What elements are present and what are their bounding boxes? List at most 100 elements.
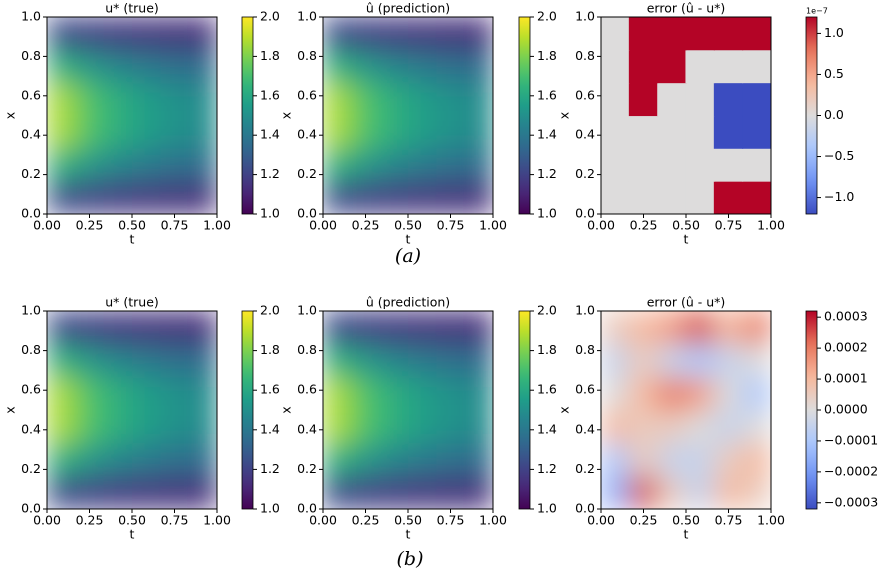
heatmap-cell: [74, 180, 105, 214]
colorbar: [241, 310, 254, 510]
heatmap-cell: [350, 311, 381, 345]
heatmap-cells: [601, 311, 771, 509]
heatmap-cell: [713, 311, 744, 345]
colorbar-tick-label: −1.0: [824, 189, 854, 204]
heatmap-cell: [350, 442, 381, 477]
heatmap-cell: [657, 180, 687, 214]
colorbar-tick-label: 1.8: [260, 342, 280, 357]
y-axis-label: x: [279, 406, 294, 413]
chart-title: û (prediction): [366, 1, 450, 16]
heatmap-cell: [47, 147, 76, 182]
heatmap-cell: [685, 311, 715, 345]
heatmap-cell: [131, 17, 161, 51]
heatmap-cell: [350, 114, 381, 149]
heatmap-cell: [323, 311, 352, 345]
colorbar-tick-label: −0.0002: [824, 463, 878, 478]
heatmap-cell: [407, 475, 437, 509]
heatmap-cell: [47, 442, 76, 477]
heatmap-cell: [103, 49, 133, 84]
heatmap-cell: [379, 82, 409, 117]
heatmap-cell: [131, 376, 161, 411]
heatmap-cell: [74, 376, 105, 411]
x-tick-label: 1.00: [203, 218, 231, 233]
heatmap-cell: [188, 49, 217, 84]
x-tick-label: 0.25: [352, 218, 380, 233]
heatmap-cell: [685, 376, 715, 411]
colorbar-tick-label: 1.2: [537, 461, 557, 476]
colorbar-tick-label: 0.0000: [824, 402, 868, 417]
heatmap-cell: [103, 114, 133, 149]
heatmap-cell: [464, 147, 493, 182]
heatmap-cell: [323, 114, 352, 149]
heatmap-cell: [657, 114, 687, 149]
heatmap-cell: [657, 376, 687, 411]
heatmap-cell: [742, 180, 771, 214]
x-tick-label: 0.75: [161, 513, 189, 528]
colorbar-tick-label: 1.4: [260, 421, 280, 436]
x-axis-label: t: [130, 232, 135, 247]
colorbar-tick-label: 1.4: [260, 127, 280, 142]
colorbar-offset: 1e−7: [806, 7, 828, 16]
colorbar-tick-label: 1.8: [537, 342, 557, 357]
heatmap-cell: [188, 376, 217, 411]
heatmap-cell: [74, 409, 105, 444]
y-tick-label: 0.0: [575, 206, 595, 221]
colorbar-tick-label: 1.0: [260, 206, 280, 221]
y-tick-label: 0.8: [575, 342, 595, 357]
heatmap-cell: [435, 17, 466, 51]
heatmap-cell: [350, 17, 381, 51]
heatmap-cell: [628, 49, 659, 84]
heatmap-cell: [379, 409, 409, 444]
heatmap-cell: [74, 114, 105, 149]
y-tick-label: 0.6: [575, 382, 595, 397]
heatmap-cell: [47, 475, 76, 509]
heatmap-cell: [742, 311, 771, 345]
heatmap-cell: [464, 180, 493, 214]
heatmap-cell: [601, 475, 630, 509]
y-tick-label: 0.2: [21, 461, 41, 476]
heatmap-cell: [435, 114, 466, 149]
heatmap-cell: [131, 82, 161, 117]
heatmap-cell: [464, 17, 493, 51]
chart-title: u* (true): [105, 1, 159, 16]
heatmap-cell: [131, 49, 161, 84]
heatmap-cell: [350, 147, 381, 182]
x-tick-label: 0.00: [33, 218, 61, 233]
heatmap-cells: [47, 311, 217, 509]
x-tick-label: 0.00: [309, 513, 337, 528]
heatmap-cell: [657, 442, 687, 477]
heatmap-cell: [103, 442, 133, 477]
heatmap-cell: [657, 311, 687, 345]
heatmap-cell: [407, 114, 437, 149]
heatmap-cell: [103, 147, 133, 182]
heatmap-cell: [464, 311, 493, 345]
heatmap-cell: [628, 147, 659, 182]
x-tick-label: 0.50: [394, 513, 422, 528]
heatmap-cell: [742, 49, 771, 84]
heatmap-cell: [350, 180, 381, 214]
heatmap-cell: [159, 180, 190, 214]
heatmap-cell: [47, 49, 76, 84]
heatmap-cell: [628, 114, 659, 149]
heatmap-cell: [713, 49, 744, 84]
heatmap-cell: [379, 49, 409, 84]
heatmap-cell: [103, 409, 133, 444]
heatmap-cell: [601, 343, 630, 378]
y-tick-label: 1.0: [297, 303, 317, 318]
heatmap-cell: [159, 376, 190, 411]
heatmap-cell: [742, 17, 771, 51]
y-tick-label: 0.2: [575, 166, 595, 181]
colorbar-tick-label: 1.8: [260, 48, 280, 63]
heatmap-cell: [323, 147, 352, 182]
heatmap-cell: [435, 475, 466, 509]
heatmap-cell: [713, 409, 744, 444]
x-tick-label: 1.00: [479, 218, 507, 233]
y-tick-label: 0.6: [21, 87, 41, 102]
y-tick-label: 0.8: [297, 48, 317, 63]
x-tick-label: 0.25: [352, 513, 380, 528]
heatmap-cell: [159, 147, 190, 182]
heatmap-cell: [131, 114, 161, 149]
colorbar-tick-label: 1.0: [537, 206, 557, 221]
x-tick-label: 0.50: [394, 218, 422, 233]
heatmap-cell: [713, 343, 744, 378]
